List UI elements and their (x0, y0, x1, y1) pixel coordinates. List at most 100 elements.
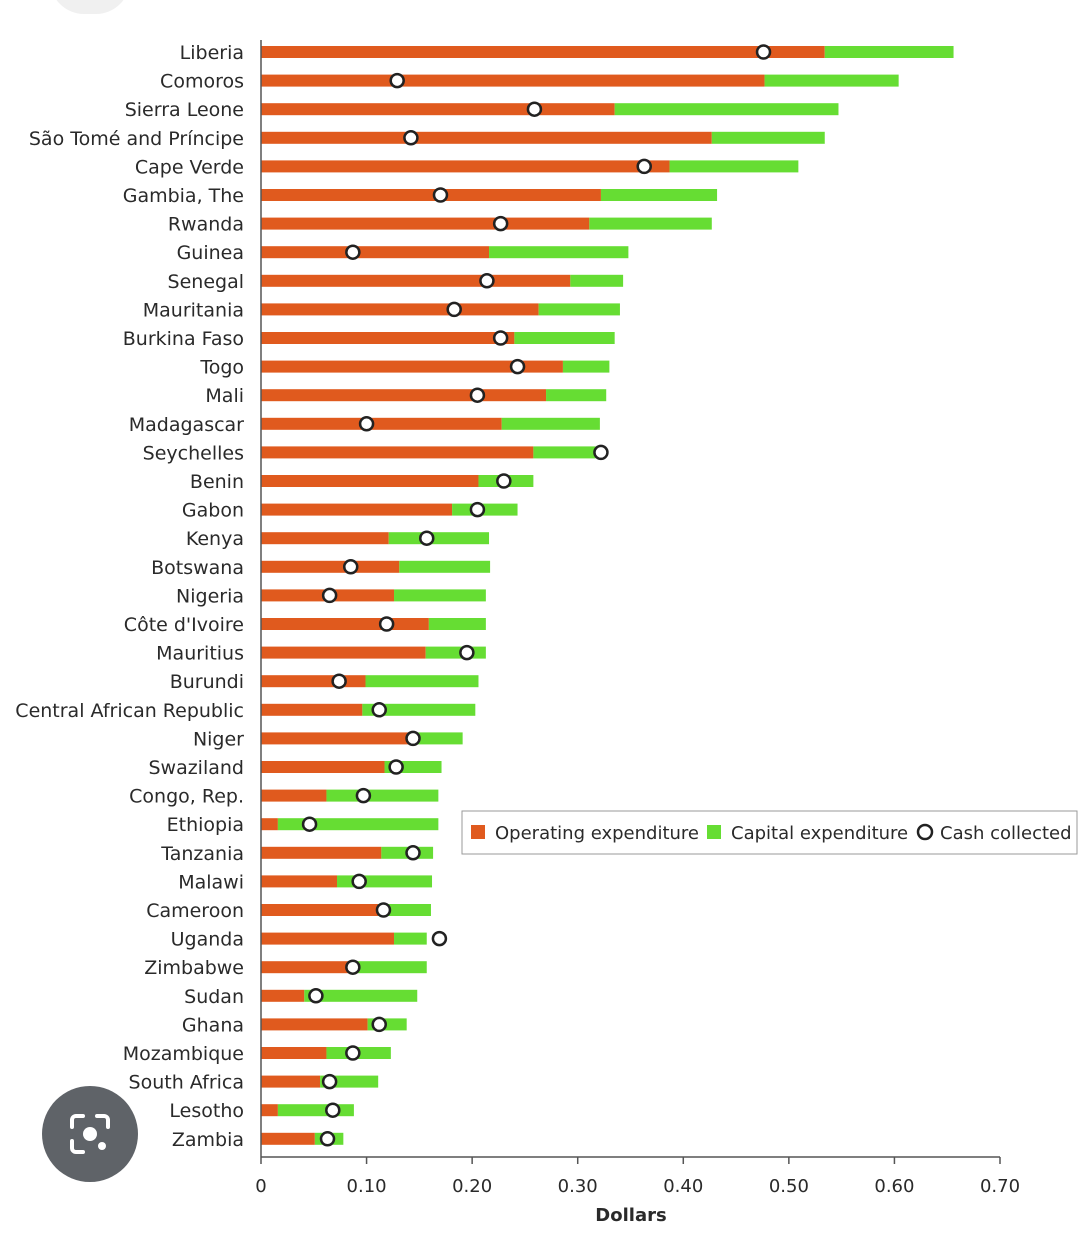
category-label: Côte d'Ivoire (124, 614, 244, 636)
bar-capital (362, 703, 476, 716)
cash-marker (331, 673, 347, 689)
category-label: Burkina Faso (123, 328, 244, 350)
bar-operating (261, 532, 389, 545)
bar-operating (261, 360, 563, 373)
category-label: Sierra Leone (125, 99, 244, 121)
cash-marker (378, 616, 395, 632)
legend-label-capital: Capital expenditure (731, 823, 908, 844)
bar-operating (261, 417, 502, 430)
cash-marker (345, 244, 361, 260)
bar-capital (409, 732, 463, 745)
cash-marker (636, 158, 652, 175)
category-label: Niger (193, 728, 244, 750)
bar-capital (348, 961, 427, 974)
x-axis: 0 0.10 0.20 0.30 0.40 0.50 0.60 0.70 (255, 40, 1020, 1197)
legend-swatch-operating (471, 825, 485, 839)
bar-capital (326, 789, 439, 802)
bar-operating (261, 131, 712, 144)
x-tick-label: 0.70 (980, 1176, 1020, 1197)
cash-marker (459, 644, 475, 661)
x-tick-label: 0.40 (663, 1176, 703, 1197)
cash-marker (325, 1102, 341, 1118)
bar-operating (261, 1132, 315, 1145)
category-label: Zambia (172, 1129, 244, 1151)
bar-capital (824, 46, 954, 58)
top-overlay-shape (50, 0, 130, 14)
bar-capital (304, 989, 418, 1002)
bar-capital (277, 1104, 354, 1117)
bar-operating (261, 761, 385, 773)
bar-capital (277, 818, 439, 831)
bar-capital (378, 904, 431, 916)
bar-operating (261, 103, 615, 116)
x-tick-label: 0.50 (769, 1176, 809, 1197)
bar-capital (589, 217, 712, 230)
cash-marker (755, 44, 772, 60)
category-label: Lesotho (169, 1100, 244, 1122)
category-label: Burundi (170, 671, 244, 693)
bar-operating (261, 189, 601, 201)
category-label: Cameroon (146, 900, 244, 922)
lens-search-button[interactable] (42, 1086, 138, 1182)
bar-operating (261, 332, 515, 344)
bar-operating (261, 846, 382, 859)
x-tick-label: 0 (255, 1176, 266, 1197)
category-label: Seychelles (143, 442, 244, 464)
cash-marker (509, 358, 526, 375)
bar-capital (388, 532, 490, 545)
bar-operating (261, 618, 429, 630)
x-axis-title: Dollars (595, 1205, 666, 1226)
bar-operating (261, 818, 278, 831)
bar-capital (546, 389, 607, 402)
cash-marker (371, 1016, 387, 1033)
x-tick-label: 0.60 (874, 1176, 914, 1197)
bar-capital (764, 74, 899, 87)
cash-marker (319, 1131, 336, 1147)
bar-capital (394, 932, 427, 945)
bar-operating (261, 961, 349, 974)
cash-marker (345, 1045, 361, 1061)
bar-operating (261, 1075, 321, 1088)
bar-capital (711, 131, 825, 144)
category-label: Uganda (171, 929, 244, 951)
cash-marker (321, 587, 338, 604)
bar-capital (501, 417, 600, 430)
bar-capital (669, 160, 799, 173)
x-tick-label: 0.30 (558, 1176, 598, 1197)
bar-capital (428, 618, 486, 630)
bar-capital (365, 675, 479, 688)
category-label: Rwanda (168, 214, 244, 236)
category-label: Mozambique (123, 1043, 244, 1065)
bar-operating (261, 703, 363, 716)
category-label: São Tomé and Príncipe (29, 128, 244, 150)
cash-marker (375, 902, 392, 918)
bar-operating (261, 646, 426, 659)
chart-legend: Operating expenditure Capital expenditur… (461, 810, 1078, 855)
bar-operating (261, 446, 534, 459)
cash-marker (469, 387, 486, 403)
cash-marker (593, 444, 609, 461)
legend-box (461, 810, 1078, 855)
category-label: Botswana (151, 557, 244, 579)
category-label: Benin (190, 471, 244, 493)
cash-marker (388, 759, 404, 775)
cash-marker (492, 330, 509, 346)
category-label: Togo (199, 357, 244, 379)
category-label: Mali (205, 385, 244, 407)
category-label: Guinea (177, 242, 244, 264)
bar-operating (261, 1047, 327, 1059)
category-label: Liberia (180, 42, 244, 64)
bar-capital (399, 560, 491, 573)
bar-capital (337, 875, 433, 888)
cash-marker (405, 730, 421, 747)
bar-operating (261, 789, 327, 802)
category-label: Ethiopia (167, 814, 244, 836)
cash-marker (526, 101, 543, 117)
bar-operating (261, 1104, 278, 1117)
category-label: South Africa (129, 1072, 244, 1094)
category-label: Zimbabwe (144, 957, 244, 979)
bar-operating (261, 503, 453, 516)
cash-marker (418, 530, 435, 546)
legend-label-cash: Cash collected (940, 823, 1072, 844)
